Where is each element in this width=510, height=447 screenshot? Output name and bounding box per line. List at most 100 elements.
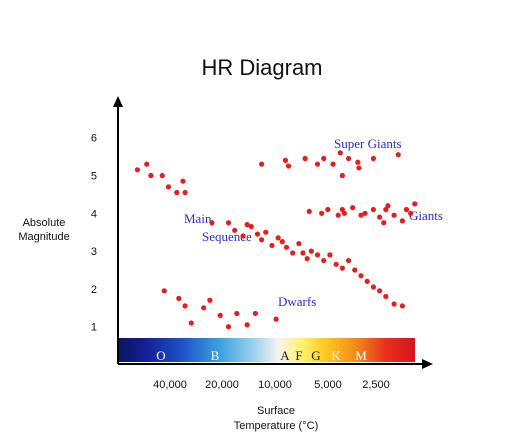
star-point: [144, 161, 150, 167]
star-point: [282, 157, 289, 163]
star-point: [207, 297, 213, 303]
star-point: [377, 214, 383, 220]
star-point: [352, 267, 358, 273]
y-axis-label-line-1: Absolute: [23, 217, 66, 229]
star-point: [399, 303, 405, 309]
region-label-dwarfs: Dwarfs: [278, 294, 316, 309]
region-label-main: Main: [184, 211, 212, 226]
star-point: [319, 210, 325, 216]
x-tick-label: 20,000: [205, 379, 239, 391]
star-point: [412, 201, 418, 207]
star-point: [283, 244, 290, 250]
star-point: [362, 210, 368, 216]
star-point: [370, 155, 376, 162]
star-point: [395, 152, 401, 158]
star-point: [225, 324, 232, 330]
star-point: [165, 184, 172, 190]
star-point: [335, 212, 341, 218]
star-point: [339, 172, 345, 179]
star-point: [381, 220, 387, 226]
star-point: [370, 284, 376, 290]
star-point: [232, 227, 238, 233]
y-axis-label-line-2: Magnitude: [18, 231, 69, 243]
star-point: [385, 203, 391, 209]
star-point: [304, 256, 310, 262]
star-point: [159, 172, 165, 179]
spectral-class-label: G: [311, 348, 320, 363]
x-tick-label: 5,000: [314, 379, 342, 391]
star-point: [364, 278, 370, 284]
star-point: [341, 210, 348, 216]
star-point: [403, 206, 410, 213]
star-point: [290, 250, 296, 256]
star-point: [275, 235, 281, 241]
star-point: [254, 231, 261, 237]
star-point: [345, 155, 352, 162]
star-point: [234, 310, 240, 317]
star-point: [244, 322, 250, 328]
star-point: [356, 165, 362, 171]
x-tick-label: 40,000: [153, 379, 187, 391]
star-point: [240, 233, 246, 239]
star-point: [176, 295, 182, 301]
star-point: [273, 316, 279, 322]
star-point: [285, 163, 292, 169]
star-point: [259, 237, 265, 243]
chart-title: HR Diagram: [201, 55, 322, 80]
star-point: [383, 293, 389, 300]
x-axis-label-line-2: Temperature (°C): [234, 420, 318, 432]
x-axis: [118, 359, 433, 369]
star-point: [355, 159, 361, 165]
star-point: [391, 212, 397, 218]
spectral-class-label: F: [295, 348, 302, 363]
star-point: [302, 155, 308, 162]
region-label-sequence: Sequence: [202, 229, 252, 244]
star-point: [217, 312, 223, 318]
star-point: [308, 248, 314, 254]
star-point: [174, 189, 180, 196]
star-points: [134, 150, 418, 330]
star-point: [321, 257, 327, 264]
x-tick-label: 10,000: [258, 379, 292, 391]
region-label-super-giants: Super Giants: [334, 136, 402, 151]
star-point: [370, 206, 376, 213]
spectral-color-bar: [118, 338, 415, 362]
star-point: [300, 250, 306, 256]
star-point: [201, 305, 207, 311]
star-point: [321, 155, 327, 162]
spectral-class-label: O: [156, 348, 165, 363]
y-tick-label: 5: [91, 171, 97, 183]
star-point: [134, 167, 141, 173]
star-point: [327, 252, 333, 258]
x-axis-arrow-icon: [422, 359, 433, 369]
y-tick-label: 6: [91, 133, 97, 145]
star-point: [248, 223, 254, 230]
star-point: [314, 161, 321, 167]
star-point: [339, 265, 345, 271]
y-tick-label: 2: [91, 284, 97, 296]
x-tick-label: 2,500: [362, 379, 390, 391]
star-point: [296, 240, 302, 247]
star-point: [391, 301, 397, 307]
y-tick-label: 4: [91, 208, 97, 220]
spectral-class-label: A: [280, 348, 290, 363]
star-point: [337, 150, 343, 156]
y-tick-label: 3: [91, 246, 97, 258]
star-point: [182, 189, 188, 196]
y-axis-arrow-icon: [113, 96, 123, 107]
star-point: [358, 273, 364, 279]
star-point: [314, 252, 321, 258]
region-label-giants: Giants: [409, 208, 443, 223]
star-point: [345, 257, 352, 264]
star-point: [408, 210, 414, 216]
star-point: [225, 220, 232, 226]
star-point: [377, 288, 383, 294]
x-axis-label-line-1: Surface: [257, 405, 295, 417]
star-point: [182, 303, 188, 309]
star-point: [269, 242, 275, 249]
region-labels: Super Giants Giants Main Sequence Dwarfs: [184, 136, 443, 309]
star-point: [399, 218, 405, 224]
x-tick-labels: 40,000 20,000 10,000 5,000 2,500: [153, 379, 390, 391]
